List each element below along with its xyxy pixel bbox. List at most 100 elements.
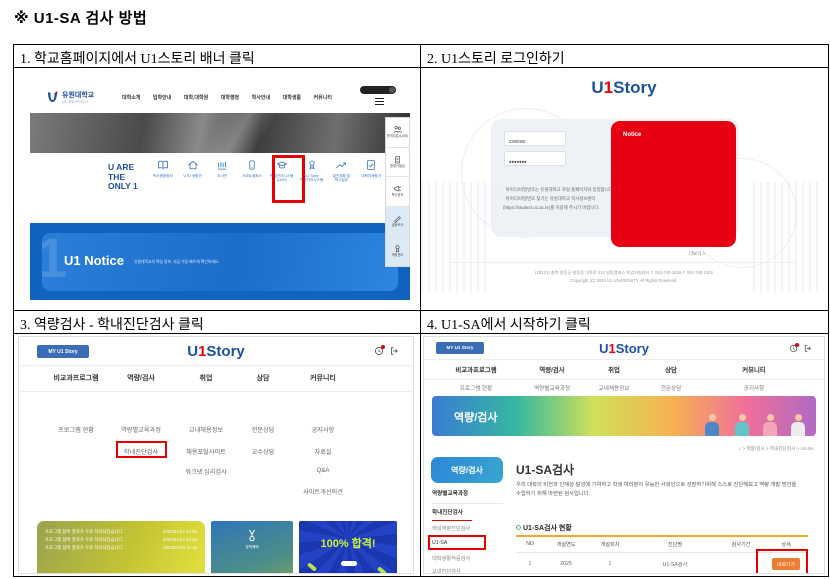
step1-header: 1. 학교홈페이지에서 U1스토리 배너 클릭 <box>14 45 420 68</box>
u1story-logo: U1Story <box>591 78 657 97</box>
notice-title: U1 Notice <box>64 253 124 268</box>
go-button[interactable]: 바로가기 <box>772 558 800 570</box>
breadcrumb[interactable]: ⌂ > 역량/검사 > 학내진단검사 > U1-SA <box>738 446 814 451</box>
tab-employment[interactable]: 취업 <box>199 375 213 382</box>
hamburger-menu-icon[interactable] <box>375 98 384 105</box>
my-u1story-button[interactable]: MY U1 Story <box>436 342 484 354</box>
notice-more-link[interactable]: 더보기 > <box>689 251 705 256</box>
side-link-lms[interactable]: 원격수업 (LMS) <box>386 118 409 148</box>
nav-item[interactable]: 입학안내 <box>152 95 172 101</box>
menu-expert-counseling[interactable]: 전문상담 <box>251 427 275 434</box>
nav-item[interactable]: 대학행정 <box>220 95 240 101</box>
competency-banner: 역량/검사 <box>432 396 816 436</box>
sidebar-item-curriculum[interactable]: 역량별교육과정 <box>432 491 469 497</box>
quick-link-haksa[interactable]: 학사종합정보 <box>148 159 177 182</box>
submenu-notices[interactable]: 공지사항 <box>743 386 765 392</box>
tab-programs[interactable]: 비교과프로그램 <box>455 367 497 374</box>
logout-icon[interactable] <box>389 346 399 356</box>
nav-item[interactable]: 커뮤니티 <box>313 95 332 101</box>
go-button-highlight-box <box>756 549 808 573</box>
logout-icon[interactable] <box>803 344 812 353</box>
u1story-logo[interactable]: U1Story <box>599 341 649 356</box>
menu-site-feedback[interactable]: 사이트개선의견 <box>303 489 343 496</box>
tab-employment[interactable]: 취업 <box>608 367 620 374</box>
ribbon-icon <box>395 245 400 253</box>
mode-toggle[interactable] <box>360 86 396 94</box>
sidebar-item-core-competency[interactable]: 핵심역량진단검사 <box>432 526 471 532</box>
side-link-certificate[interactable]: 증명서발급 <box>386 148 409 177</box>
tab-counseling[interactable]: 상담 <box>665 367 677 374</box>
tab-community[interactable]: 커뮤니티 <box>310 375 336 382</box>
step3-header: 3. 역량검사 - 학내진단검사 클릭 <box>14 311 420 334</box>
nav-item[interactable]: 학사안내 <box>251 95 271 101</box>
tab-counseling[interactable]: 상담 <box>256 375 270 382</box>
sidebar-item-campus-diagnosis[interactable]: 교내진단검사 <box>432 569 461 574</box>
quick-link-library[interactable]: 도서관 <box>208 159 237 182</box>
step1-cell: 1. 학교홈페이지에서 U1스토리 배너 클릭 유원대학교 U1 UNIVERS… <box>14 45 421 311</box>
menu-competency-curriculum[interactable]: 역량별교육과정 <box>121 427 161 434</box>
quick-link-dorm[interactable]: UTU 생활관 <box>178 159 207 182</box>
login-password-input[interactable] <box>504 151 566 166</box>
u1sa-status-table: NO 개설연도 개설회차 진단명 검사기간 상세 1 2025 1 U1-SA검… <box>516 535 808 573</box>
section-bullet-icon <box>516 525 521 530</box>
tab-community[interactable]: 커뮤니티 <box>742 367 766 374</box>
sidebar-red-underline <box>432 520 472 521</box>
notification-icon[interactable] <box>374 345 385 356</box>
quick-link-u1story[interactable]: U1 Story 역량관리시스템 <box>297 159 326 182</box>
sidebar-item-internal-diagnosis[interactable]: 학내진단검사 <box>432 510 463 516</box>
sidebar-item-campus-life[interactable]: 대학생활적응검사 <box>432 556 471 562</box>
home-icon <box>187 160 198 170</box>
pass-banner[interactable]: 100% 합격! <box>299 521 397 573</box>
nav-item[interactable]: 대학생활 <box>282 95 301 101</box>
trend-arrow-icon <box>336 162 347 169</box>
menu-internal-diagnosis[interactable]: 학내진단검사 <box>123 449 159 456</box>
university-logo-icon[interactable] <box>46 91 59 106</box>
login-id-input[interactable] <box>504 131 566 146</box>
menu-qna[interactable]: Q&A <box>316 467 330 474</box>
login-screenshot: U1Story 로그인 · 아이디/비밀번호는 유원대학교 포털 홈페이지와 동… <box>421 68 827 310</box>
my-u1story-button[interactable]: MY U1 Story <box>37 345 89 358</box>
table-row: 1 2025 1 U1-SA검사 바로가기 <box>516 553 808 573</box>
step3-label: 3. 역량검사 - 학내진단검사 클릭 <box>20 318 204 333</box>
submenu-expert-counseling[interactable]: 전문상담 <box>660 386 682 392</box>
u1story-highlight-box <box>272 155 305 203</box>
quick-link-lms[interactable]: 학습관리시스템 (LMS) <box>267 159 296 182</box>
tab-programs[interactable]: 비교과프로그램 <box>53 375 99 382</box>
side-link-notice[interactable]: 학사공지 <box>386 177 409 207</box>
step4-label: 4. U1-SA에서 시작하기 클릭 <box>427 318 591 333</box>
menu-program-status[interactable]: 프로그램 현황 <box>58 427 94 434</box>
submenu-competency-curriculum[interactable]: 역량별교육과정 <box>533 386 571 392</box>
quick-link-evaluation[interactable]: 대학자체평가 <box>357 159 386 182</box>
sidebar-item-u1sa[interactable]: U1-SA <box>432 540 448 546</box>
quick-link-smartcampus[interactable]: 스마트캠퍼스 <box>238 159 267 182</box>
submenu-program-status[interactable]: 프로그램 현황 <box>459 386 493 392</box>
login-notice-panel[interactable]: Notice <box>611 121 736 247</box>
menu-worknet-test[interactable]: 워크넷 심리검사 <box>185 469 227 476</box>
quick-link-plan[interactable]: 발전계획 및 학사일정 <box>327 159 356 182</box>
tab-competency[interactable]: 역량/검사 <box>127 375 155 382</box>
nav-item[interactable]: 대학,대학원 <box>183 95 209 101</box>
section-title: U1-SA검사 현황 <box>516 523 572 533</box>
step2-cell: 2. U1스토리 로그인하기 U1Story 로그인 · 아이디/비밀번호는 유… <box>421 45 828 311</box>
u1-notice-banner[interactable]: 1 U1 Notice 유원대학교의 핵심 정보, 지금 가장 빠르게 확인하세… <box>42 233 398 291</box>
u1story-logo[interactable]: U1Story <box>187 343 245 360</box>
side-link-survey[interactable]: 설문조사 <box>386 206 409 236</box>
menu-campus-jobs[interactable]: 교내채용정보 <box>188 427 224 434</box>
pencil-icon <box>394 216 401 223</box>
scholarship-banner[interactable]: 장학혜택 <box>211 521 293 573</box>
submenu-campus-jobs[interactable]: 교내채용정보 <box>598 386 630 392</box>
login-footer: (29131) 충북 영동군 영동읍 대학로 310 영동캠퍼스 취업지원센터 … <box>535 270 713 283</box>
menu-notices[interactable]: 공지사항 <box>311 427 335 434</box>
menu-job-portal[interactable]: 채용포털사이트 <box>186 449 226 456</box>
library-icon <box>218 162 227 170</box>
quick-links: 학사종합정보 UTU 생활관 도서관 스마트캠퍼스 <box>148 159 386 182</box>
tab-competency[interactable]: 역량/검사 <box>539 367 565 374</box>
nav-item[interactable]: 대학소개 <box>122 95 141 101</box>
notification-card[interactable]: 프로그램 참여 결과가 수료 처리되었습니다. 2024/01/24 12:26 … <box>37 521 205 573</box>
menu-professor-counseling[interactable]: 교수상담 <box>251 449 275 456</box>
notification-icon[interactable] <box>789 343 799 353</box>
book-icon <box>157 160 168 169</box>
university-logo-text[interactable]: 유원대학교 <box>62 92 95 99</box>
side-link-competency[interactable]: 역량관리 <box>386 236 409 266</box>
menu-archive[interactable]: 자료실 <box>314 449 332 456</box>
